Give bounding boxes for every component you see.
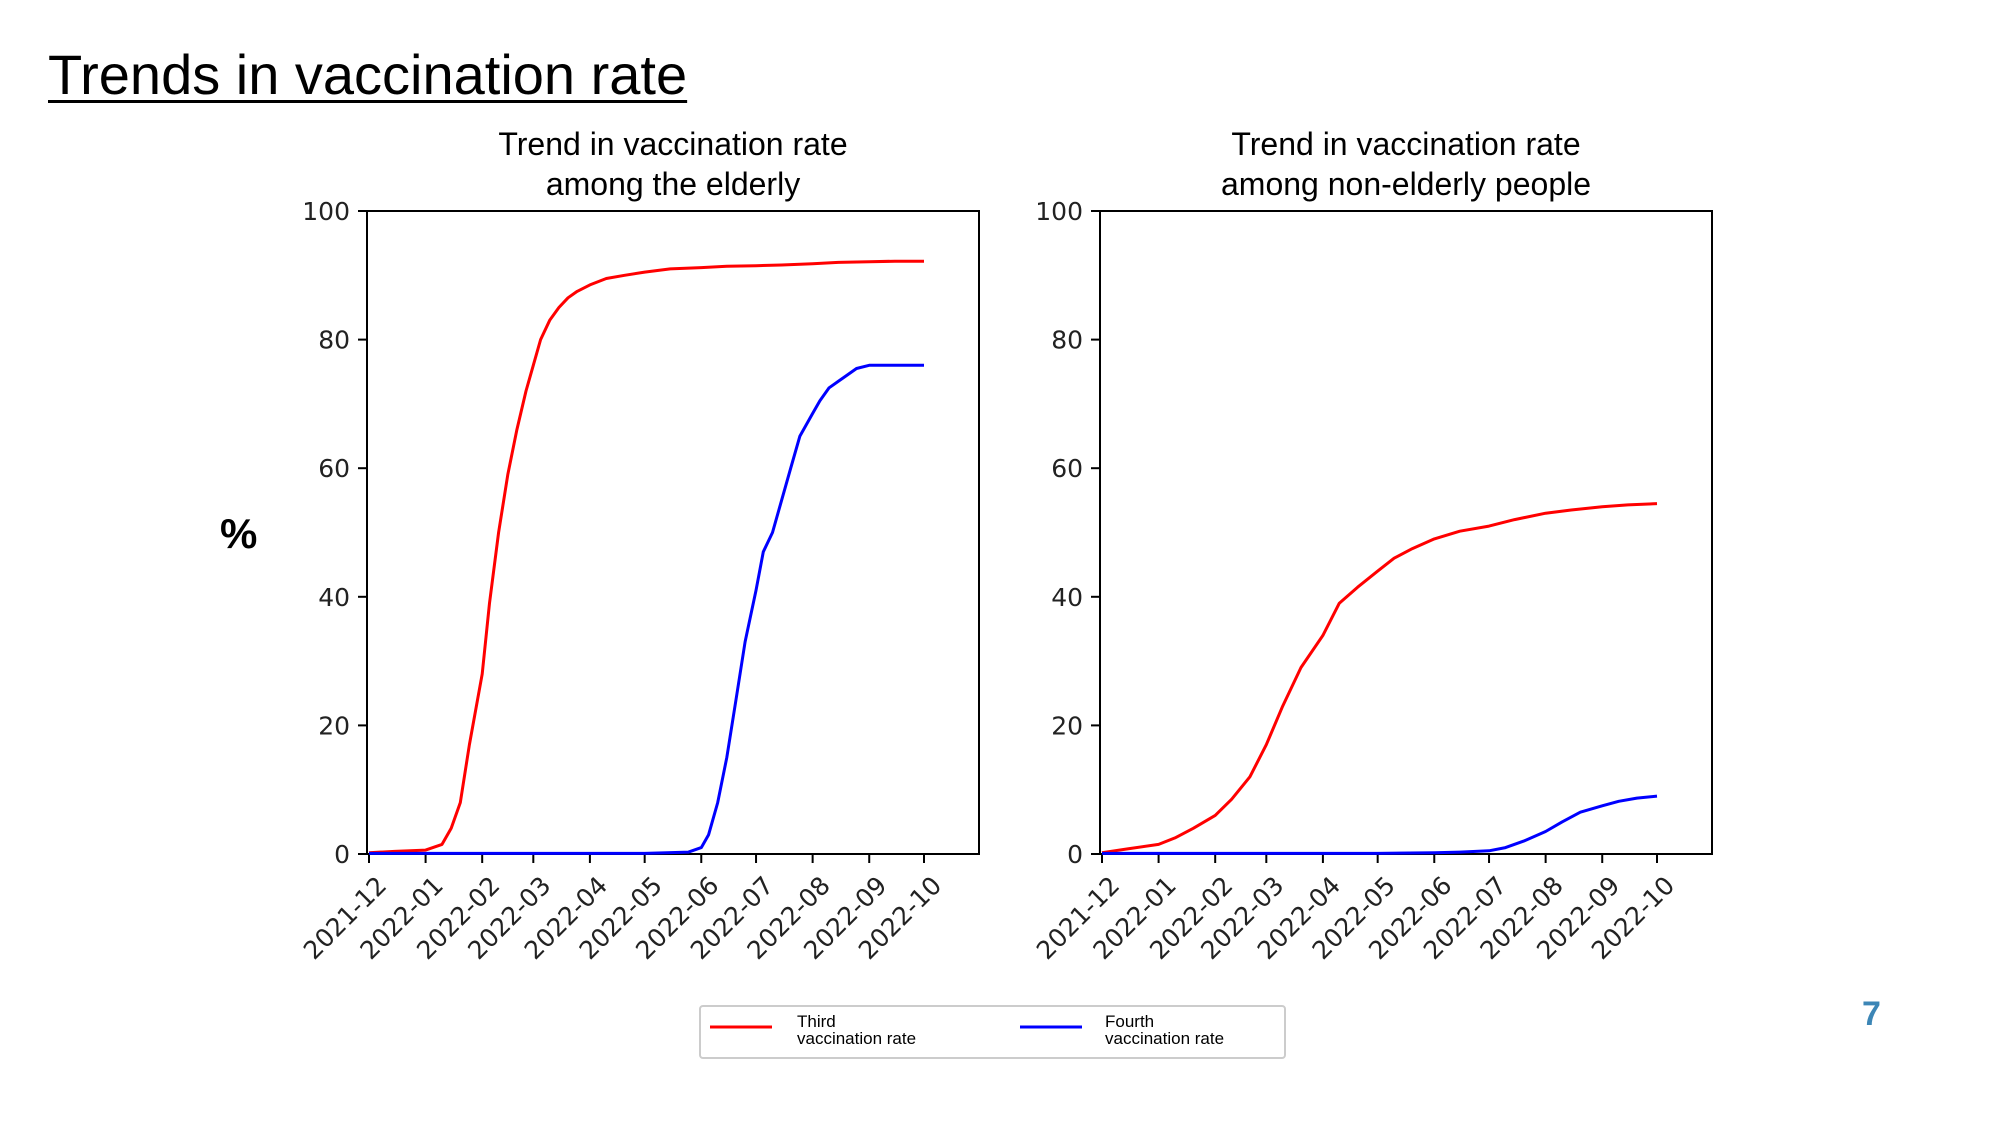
- plot-frame: [366, 210, 980, 855]
- chart-non-elderly: Trend in vaccination rate among non-elder…: [1031, 126, 1713, 965]
- legend-frame: [699, 1005, 1286, 1059]
- y-tick-label: 40: [318, 583, 350, 612]
- y-tick-label: 20: [1051, 711, 1083, 740]
- y-tick-label: 60: [1051, 454, 1083, 483]
- chart-title-line: Trend in vaccination rate: [1231, 126, 1580, 162]
- y-tick-label: 60: [318, 454, 350, 483]
- legend-item-third: Third vaccination rate: [710, 1012, 916, 1048]
- slide-title: Trends in vaccination rate: [48, 43, 688, 106]
- y-tick-label: 40: [1051, 583, 1083, 612]
- legend-label-fourth-line2: vaccination rate: [1105, 1029, 1224, 1048]
- series-line-fourth: [1102, 794, 1658, 855]
- legend: Third vaccination rate Fourth vaccinatio…: [699, 1005, 1286, 1059]
- chart-title-line: Trend in vaccination rate: [498, 126, 847, 162]
- y-tick-label: 0: [1067, 840, 1083, 869]
- page-number: 7: [1862, 995, 1881, 1033]
- legend-label-fourth-line1: Fourth: [1105, 1012, 1154, 1031]
- series-line-third: [368, 259, 924, 855]
- legend-label-third-line1: Third: [797, 1012, 836, 1031]
- series-line-fourth: [369, 363, 924, 855]
- plot-frame: [1099, 210, 1713, 855]
- y-tick-label: 0: [334, 840, 350, 869]
- y-tick-label: 80: [1051, 326, 1083, 355]
- chart-title-line: among the elderly: [546, 166, 800, 202]
- y-tick-label: 100: [302, 197, 350, 226]
- chart-elderly: Trend in vaccination rate among the elder…: [298, 126, 980, 965]
- y-tick-label: 20: [318, 711, 350, 740]
- y-tick-label: 80: [318, 326, 350, 355]
- chart-title-line: among non-elderly people: [1221, 166, 1591, 202]
- legend-item-fourth: Fourth vaccination rate: [1020, 1012, 1224, 1048]
- y-axis-unit-label: %: [220, 510, 258, 557]
- series-line-third: [1101, 502, 1658, 855]
- y-tick-label: 100: [1035, 197, 1083, 226]
- legend-label-third-line2: vaccination rate: [797, 1029, 916, 1048]
